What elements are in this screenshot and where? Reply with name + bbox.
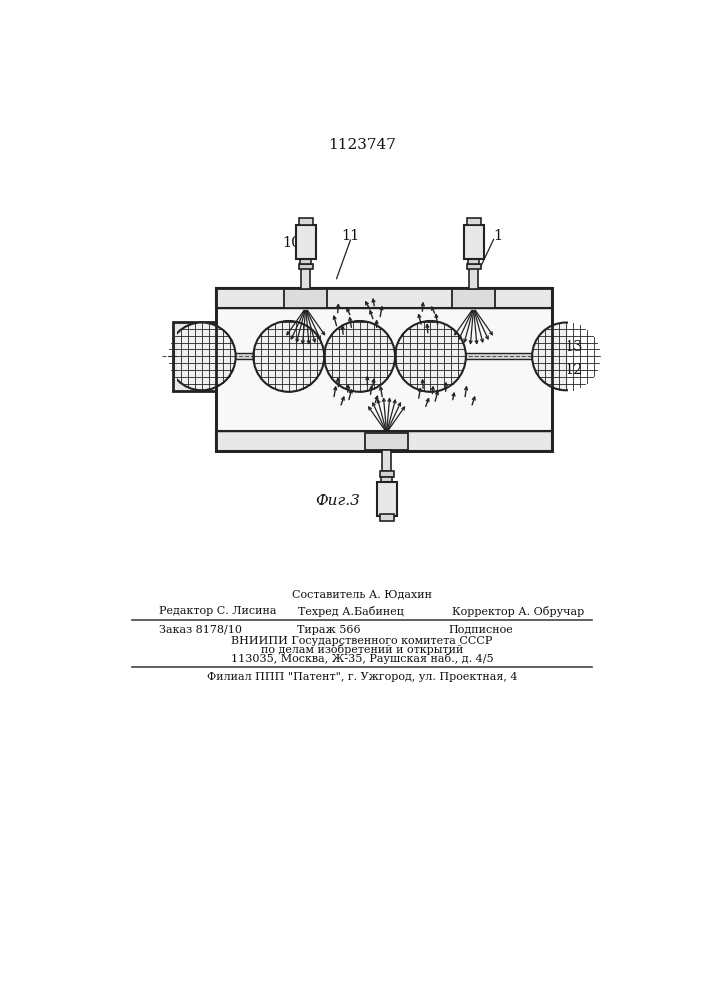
Circle shape	[395, 321, 466, 392]
Bar	[380, 514, 394, 521]
Circle shape	[253, 321, 325, 392]
Text: ВНИИПИ Государственного комитета СССР: ВНИИПИ Государственного комитета СССР	[231, 636, 493, 646]
Circle shape	[532, 323, 600, 390]
Bar	[300, 259, 311, 264]
Bar	[299, 218, 312, 225]
Bar	[365, 433, 408, 450]
Bar	[452, 289, 495, 308]
Bar	[216, 431, 552, 451]
Bar	[216, 288, 552, 308]
Text: Редактор С. Лисина: Редактор С. Лисина	[160, 606, 277, 616]
Text: по делам изобретений и открытий: по делам изобретений и открытий	[261, 644, 463, 655]
Text: 12: 12	[564, 363, 583, 377]
Text: 13: 13	[564, 340, 583, 354]
Bar	[216, 288, 552, 308]
Bar	[467, 264, 481, 269]
Text: Корректор А. Обручар: Корректор А. Обручар	[452, 606, 584, 617]
Text: Подписное: Подписное	[448, 625, 513, 635]
Bar	[382, 450, 391, 471]
Text: 1123747: 1123747	[328, 138, 396, 152]
Bar	[380, 471, 394, 477]
Bar	[173, 322, 216, 391]
Text: 11: 11	[341, 229, 360, 242]
Text: 113035, Москва, Ж-35, Раушская наб., д. 4/5: 113035, Москва, Ж-35, Раушская наб., д. …	[230, 654, 493, 664]
Bar	[468, 259, 479, 264]
Bar	[216, 288, 552, 451]
Text: Фиг.3: Фиг.3	[315, 494, 361, 508]
Bar	[284, 289, 327, 308]
Text: Техред А.Бабинец: Техред А.Бабинец	[298, 606, 404, 617]
Bar	[216, 353, 552, 359]
Bar	[296, 225, 316, 259]
Bar	[301, 268, 310, 289]
Bar	[299, 264, 312, 269]
Bar	[464, 225, 484, 259]
Bar	[216, 288, 552, 451]
Bar	[467, 218, 481, 225]
Text: Филиал ППП "Патент", г. Ужгород, ул. Проектная, 4: Филиал ППП "Патент", г. Ужгород, ул. Про…	[206, 672, 518, 682]
Circle shape	[168, 323, 235, 390]
Text: 10: 10	[283, 236, 301, 250]
Circle shape	[325, 321, 395, 392]
Bar	[469, 268, 478, 289]
Text: Заказ 8178/10: Заказ 8178/10	[160, 625, 243, 635]
Text: 1: 1	[493, 229, 503, 242]
Bar	[381, 477, 392, 482]
Text: Тираж 566: Тираж 566	[296, 625, 360, 635]
Bar	[377, 482, 397, 516]
Text: Составитель А. Юдахин: Составитель А. Юдахин	[292, 589, 432, 599]
Bar	[216, 431, 552, 451]
